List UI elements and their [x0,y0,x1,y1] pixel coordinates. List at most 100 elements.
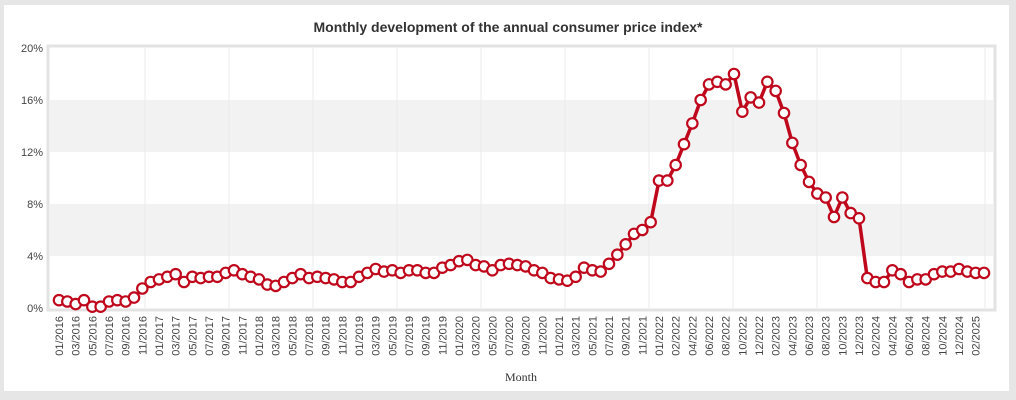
x-tick-label: 09/2020 [521,316,533,356]
x-tick-label: 11/2020 [537,316,549,355]
data-point[interactable] [694,93,707,107]
data-point[interactable] [719,78,732,91]
data-point[interactable] [752,96,766,109]
x-tick-label: 02/2024 [871,316,883,356]
x-tick-label: 07/2019 [404,316,416,356]
x-tick-label: 03/2019 [371,316,383,356]
x-tick-label: 12/2023 [854,316,866,356]
data-point[interactable] [827,210,841,224]
x-tick-label: 11/2019 [437,316,449,355]
x-tick-label: 05/2017 [187,316,199,356]
data-point[interactable] [794,158,807,172]
x-tick-label: 11/2017 [237,316,249,355]
x-tick-label: 01/2022 [654,316,666,356]
x-tick-label: 10/2023 [837,316,849,356]
grid-bands [50,100,993,256]
data-point[interactable] [786,136,799,150]
x-tick-label: 06/2024 [904,316,916,356]
y-tick-label: 12% [21,147,43,159]
x-tick-label: 08/2023 [821,316,833,356]
x-tick-label: 07/2017 [204,316,216,356]
data-point[interactable] [852,212,866,225]
data-point[interactable] [877,275,891,289]
data-point[interactable] [602,257,616,271]
x-tick-label: 10/2022 [737,316,749,356]
data-point[interactable] [736,105,749,118]
x-axis-ticks: 01/2016 03/2016 05/2016 07/2016 09/2016 11/20… [54,316,983,356]
x-tick-label: 06/2022 [704,316,716,356]
x-tick-label: 05/2018 [287,316,299,356]
data-point[interactable] [136,282,149,295]
data-point[interactable] [727,67,741,81]
data-point[interactable] [836,191,849,204]
x-tick-label: 08/2022 [721,316,733,356]
x-axis-label: Month [505,370,537,384]
data-point[interactable] [686,117,699,130]
x-tick-label: 12/2022 [754,316,766,356]
x-tick-label: 07/2016 [104,316,116,356]
x-tick-label: 05/2016 [87,316,99,356]
data-point[interactable] [894,267,907,281]
x-tick-label: 09/2017 [221,316,233,356]
data-point[interactable] [761,75,774,89]
data-point[interactable] [594,265,607,278]
x-tick-label: 03/2020 [471,316,483,356]
y-tick-label: 0% [27,303,43,315]
x-tick-label: 06/2023 [804,316,816,356]
data-point[interactable] [669,158,682,172]
data-point[interactable] [77,293,91,307]
chart-title: Monthly development of the annual consum… [313,19,703,35]
x-tick-label: 01/2016 [54,316,66,356]
data-point[interactable] [677,137,691,151]
x-tick-label: 11/2018 [337,316,349,355]
data-point[interactable] [611,248,624,261]
data-point[interactable] [769,84,782,98]
x-tick-label: 09/2016 [121,316,133,356]
x-tick-label: 04/2024 [887,316,899,356]
x-tick-label: 05/2020 [487,316,499,356]
vertical-gridlines [144,48,986,308]
x-tick-label: 01/2018 [254,316,266,356]
x-tick-label: 11/2021 [637,316,649,355]
x-tick-label: 03/2017 [171,316,183,356]
data-point[interactable] [636,223,649,237]
data-point[interactable] [169,267,182,281]
x-tick-label: 01/2020 [454,316,466,356]
data-point[interactable] [644,215,657,229]
x-tick-label: 04/2023 [787,316,799,356]
x-tick-label: 11/2016 [137,316,149,355]
x-tick-label: 01/2017 [154,316,166,356]
x-tick-label: 02/2022 [671,316,683,356]
x-tick-label: 07/2020 [504,316,516,356]
data-point[interactable] [777,106,791,120]
y-tick-label: 16% [21,95,43,107]
x-tick-label: 12/2024 [954,316,966,356]
data-point[interactable] [127,291,141,304]
x-tick-label: 10/2024 [937,316,949,356]
x-tick-label: 08/2024 [921,316,933,356]
data-point[interactable] [819,191,832,204]
y-axis-ticks: 0% 4% 8% 12% 16% 20% [21,43,43,315]
x-tick-label: 05/2021 [587,316,599,356]
grid-band [50,100,993,152]
x-tick-label: 01/2019 [354,316,366,356]
data-point[interactable] [977,266,991,280]
x-tick-label: 09/2019 [421,316,433,356]
data-point[interactable] [619,238,632,251]
x-tick-label: 09/2018 [321,316,333,356]
plot-frame [46,44,997,312]
x-tick-label: 05/2019 [387,316,399,356]
x-tick-label: 01/2021 [554,316,566,356]
x-tick-label: 02/2023 [771,316,783,356]
x-tick-label: 07/2018 [304,316,316,356]
data-point[interactable] [802,175,816,189]
x-tick-label: 09/2021 [621,316,633,356]
y-tick-label: 20% [21,43,43,55]
x-tick-label: 03/2021 [571,316,583,356]
x-tick-label: 07/2021 [604,316,616,356]
y-tick-label: 8% [27,199,43,211]
y-tick-label: 4% [27,251,43,263]
data-point[interactable] [569,270,582,284]
data-point[interactable] [661,174,674,187]
